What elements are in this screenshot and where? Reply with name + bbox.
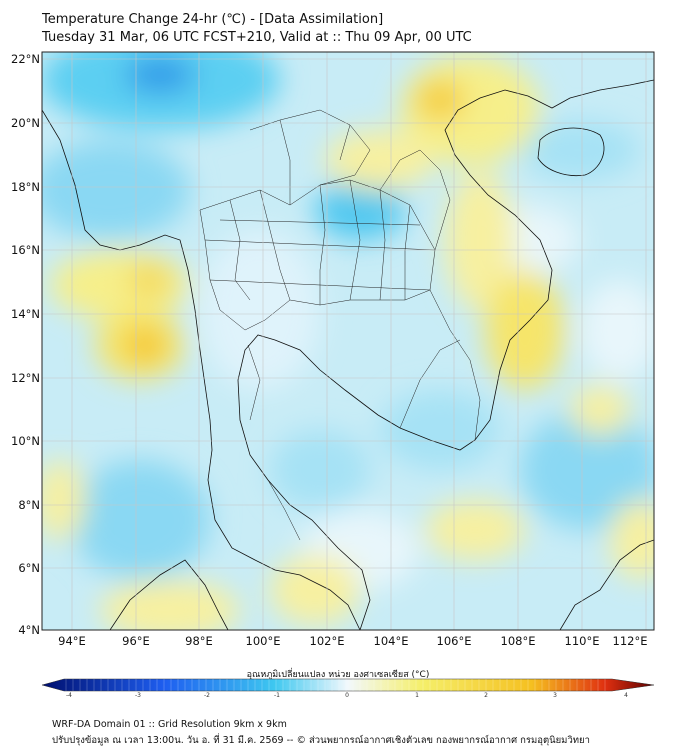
lat-label: 18°N <box>11 180 40 194</box>
lon-label: 102°E <box>309 634 345 648</box>
lon-label: 110°E <box>564 634 600 648</box>
colorbar-tick: 3 <box>553 692 557 699</box>
colorbar-tick: -3 <box>135 692 141 699</box>
lon-label: 106°E <box>436 634 472 648</box>
lat-label: 10°N <box>11 434 40 448</box>
map-title: Temperature Change 24-hr (℃) - [Data Ass… <box>42 12 384 27</box>
map-frame <box>41 51 655 631</box>
lon-label: 112°E <box>612 634 648 648</box>
lon-label: 94°E <box>58 634 86 648</box>
lon-label: 98°E <box>185 634 213 648</box>
model-info: WRF-DA Domain 01 :: Grid Resolution 9km … <box>52 719 287 730</box>
graticule <box>42 52 654 630</box>
lat-label: 20°N <box>11 116 40 130</box>
credit-line: ปรับปรุงข้อมูล ณ เวลา 13:00น. วัน อ. ที่… <box>52 735 590 746</box>
colorbar-gradient <box>41 678 655 692</box>
map-subtitle: Tuesday 31 Mar, 06 UTC FCST+210, Valid a… <box>42 30 472 45</box>
lon-label: 96°E <box>122 634 150 648</box>
lat-label: 16°N <box>11 243 40 257</box>
colorbar-tick: 0 <box>345 692 349 699</box>
lon-label: 108°E <box>500 634 536 648</box>
colorbar-tick: -2 <box>204 692 210 699</box>
lon-label: 100°E <box>245 634 281 648</box>
lat-label: 14°N <box>11 307 40 321</box>
lat-label: 8°N <box>18 498 40 512</box>
colorbar-tick: -1 <box>274 692 280 699</box>
temperature-field <box>42 52 654 630</box>
temperature-map <box>41 51 655 631</box>
colorbar-title: อุณหภูมิเปลี่ยนแปลง หน่วย องศาเซลเซียส (… <box>246 670 430 680</box>
colorbar <box>41 678 655 692</box>
lat-label: 22°N <box>11 52 40 66</box>
coastlines <box>42 79 654 630</box>
lat-label: 4°N <box>18 623 40 637</box>
lon-label: 104°E <box>373 634 409 648</box>
lat-label: 12°N <box>11 371 40 385</box>
colorbar-tick: 4 <box>624 692 628 699</box>
lat-label: 6°N <box>18 561 40 575</box>
colorbar-tick: 1 <box>415 692 419 699</box>
colorbar-tick: 2 <box>484 692 488 699</box>
colorbar-tick: -4 <box>66 692 72 699</box>
